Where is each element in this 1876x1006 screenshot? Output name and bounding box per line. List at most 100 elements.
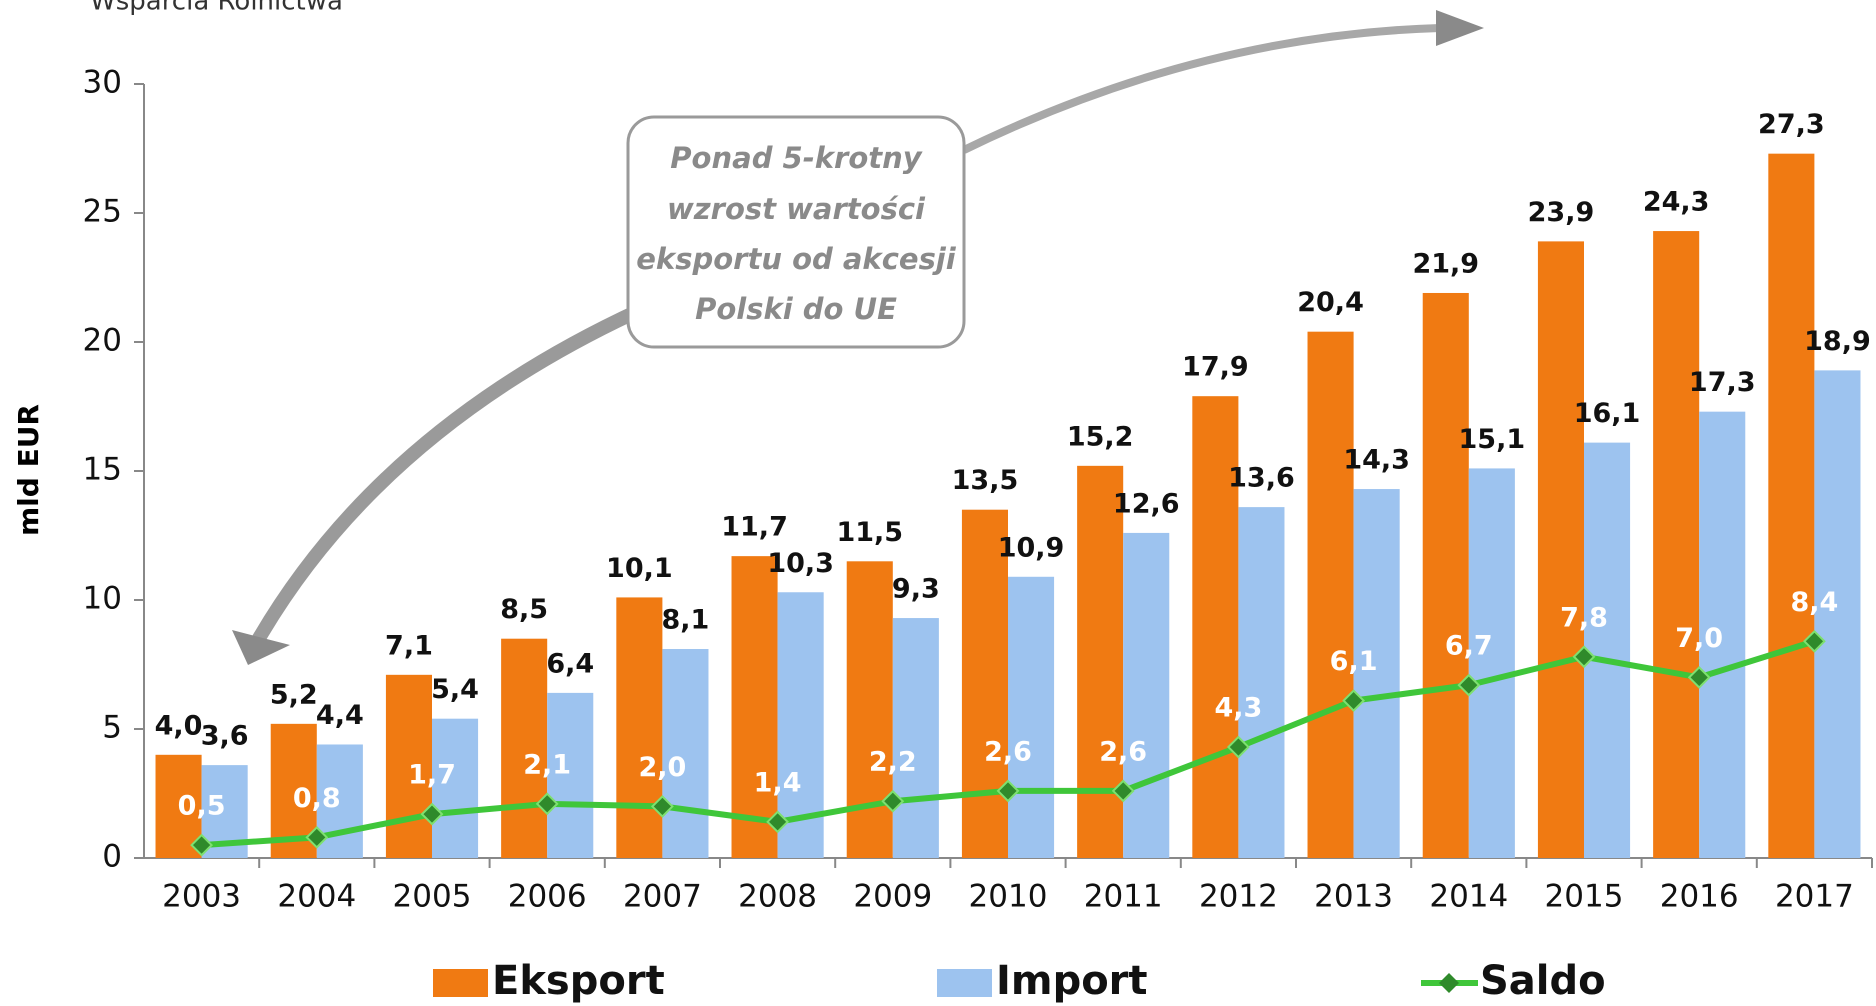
y-axis-label: mld EUR [12,404,45,536]
legend-swatch [937,969,992,997]
y-tick-label: 25 [83,194,122,230]
annotation-line: eksportu od akcesji [636,242,956,276]
marker [420,802,444,826]
x-tick-label: 2017 [1775,879,1854,915]
data-label: 11,5 [836,517,903,548]
data-label: 13,5 [952,465,1019,496]
data-label: 1,4 [754,767,802,798]
y-tick-label: 15 [83,452,122,488]
x-tick-label: 2010 [969,879,1048,915]
x-tick-label: 2006 [508,879,587,915]
data-label: 6,7 [1445,631,1493,662]
data-label: 7,1 [385,630,433,661]
data-label: 2,0 [638,752,686,783]
bar [1584,442,1631,858]
data-label: 7,8 [1560,602,1608,633]
data-label: 24,3 [1643,187,1710,218]
marker [305,825,329,849]
marker [1342,689,1366,713]
data-label: 4,3 [1214,693,1262,724]
bar [1307,331,1354,858]
bar [1123,532,1170,858]
data-label: 27,3 [1758,109,1825,140]
data-label: 21,9 [1412,248,1479,279]
data-label: 18,9 [1804,326,1871,357]
data-label: 13,6 [1228,463,1295,494]
x-tick-label: 2012 [1199,879,1278,915]
annotation-box [626,115,966,349]
x-tick-label: 2003 [162,879,241,915]
arrowhead-right [1436,10,1484,46]
bar [1699,411,1746,858]
data-label: 16,1 [1574,398,1641,429]
bar [1814,370,1861,858]
data-label: 15,1 [1459,424,1526,455]
arrowhead-left [232,630,290,665]
bar [731,556,778,858]
marker [1226,735,1250,759]
marker [190,833,214,857]
bar [892,618,939,858]
data-label: 8,5 [500,594,548,625]
bar [1653,231,1700,858]
x-tick-label: 2009 [853,879,932,915]
data-label: 15,2 [1067,421,1134,452]
data-label: 7,0 [1675,623,1723,654]
annotation-line: wzrost wartości [667,192,926,226]
data-label: 11,7 [721,512,788,543]
data-label: 1,7 [408,760,456,791]
bar [1422,292,1469,859]
y-tick-label: 20 [83,323,122,359]
data-label: 10,3 [767,548,834,579]
bar [1192,396,1239,858]
bar [662,649,709,858]
marker [535,792,559,816]
data-label: 2,1 [523,749,571,780]
bar [1077,465,1124,858]
data-label: 0,5 [178,791,226,822]
x-tick-label: 2014 [1429,879,1508,915]
data-label: 4,0 [155,710,203,741]
data-label: 8,1 [662,605,710,636]
data-label: 23,9 [1528,197,1595,228]
data-label: 14,3 [1343,445,1410,476]
data-label: 9,3 [892,574,940,605]
x-tick-label: 2013 [1314,879,1393,915]
marker [1802,629,1826,653]
data-label: 10,1 [606,553,673,584]
data-label: 4,4 [316,700,364,731]
x-tick-label: 2008 [738,879,817,915]
bar [846,561,893,858]
bar [1468,468,1515,858]
marker [1572,645,1596,669]
arrow-left [251,303,643,644]
legend-label: Import [996,958,1148,1004]
bar [1537,241,1584,858]
marker [1111,779,1135,803]
data-label: 10,9 [998,532,1065,563]
marker [1457,673,1481,697]
data-label: 17,9 [1182,352,1249,383]
bar [155,754,202,858]
bar [547,692,594,858]
data-label: 5,4 [431,674,479,705]
bar [616,597,663,858]
x-tick-label: 2007 [623,879,702,915]
data-label: 6,1 [1330,646,1378,677]
data-label: 3,6 [201,721,249,752]
data-label: 8,4 [1790,587,1838,618]
y-tick-label: 5 [102,710,122,746]
data-label: 6,4 [546,648,594,679]
marker [1687,665,1711,689]
data-label: 2,6 [984,736,1032,767]
bar [1768,153,1815,858]
bar [432,718,479,858]
legend-label: Saldo [1480,958,1606,1004]
data-label: 2,6 [1099,736,1147,767]
marker [766,810,790,834]
bar [1238,507,1285,858]
y-tick-label: 10 [83,581,122,617]
x-tick-label: 2004 [277,879,356,915]
